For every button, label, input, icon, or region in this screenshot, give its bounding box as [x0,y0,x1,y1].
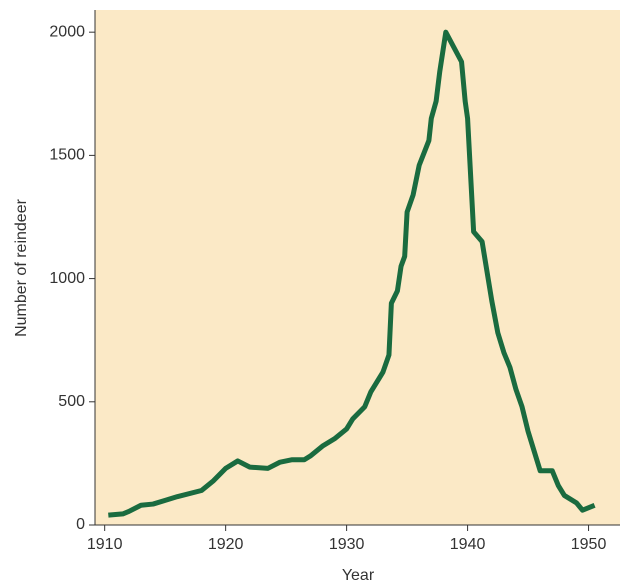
y-tick-label: 1000 [49,270,85,287]
x-tick-label: 1950 [571,536,607,553]
y-tick-label: 2000 [49,23,85,40]
x-tick-label: 1910 [87,536,123,553]
x-tick-label: 1930 [329,536,365,553]
y-tick-label: 500 [58,393,85,410]
data-line [108,29,596,518]
plot-background [95,10,620,525]
x-tick-label: 1940 [450,536,486,553]
y-tick-label: 1500 [49,147,85,164]
x-tick-label: 1920 [208,536,244,553]
y-tick-label: 0 [76,516,85,533]
y-axis-label: Number of reindeer [13,198,30,337]
x-axis-label: Year [342,567,375,584]
